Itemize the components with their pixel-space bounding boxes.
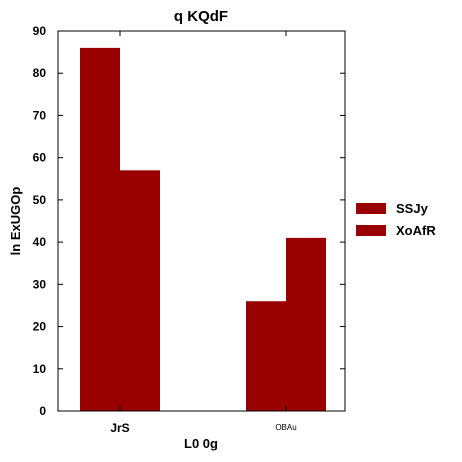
x-axis-ticks: JrS OBAu [110,31,297,435]
legend-label: XoAfR [396,223,436,238]
y-tick-label: 50 [33,193,47,207]
y-tick-label: 80 [33,66,47,80]
bar-SSJy-OBAu [246,301,286,411]
y-tick-label: 30 [33,277,47,291]
legend-label: SSJy [396,201,429,216]
legend: SSJy XoAfR [356,201,436,238]
bar-XoAfR-JrS [120,170,160,411]
y-tick-label: 0 [39,404,46,418]
plot-frame [57,30,346,412]
y-axis-label: ln ExUGOp [8,187,23,256]
legend-swatch [356,225,386,236]
x-axis-label: L0 0g [184,436,218,451]
chart-title: q KQdF [174,8,228,25]
y-tick-label: 70 [33,108,47,122]
x-tick-label: JrS [110,421,129,435]
bar-SSJy-JrS [80,47,120,412]
bars-group [80,47,326,412]
y-tick-label: 90 [33,24,47,38]
legend-swatch [356,203,386,214]
y-axis-ticks: 0 10 20 30 40 50 60 70 80 90 [33,24,345,418]
bar-XoAfR-OBAu [286,237,326,411]
x-tick-label: OBAu [275,423,296,432]
y-tick-label: 10 [33,362,47,376]
y-tick-label: 20 [33,320,47,334]
y-tick-label: 40 [33,235,47,249]
y-tick-label: 60 [33,151,47,165]
